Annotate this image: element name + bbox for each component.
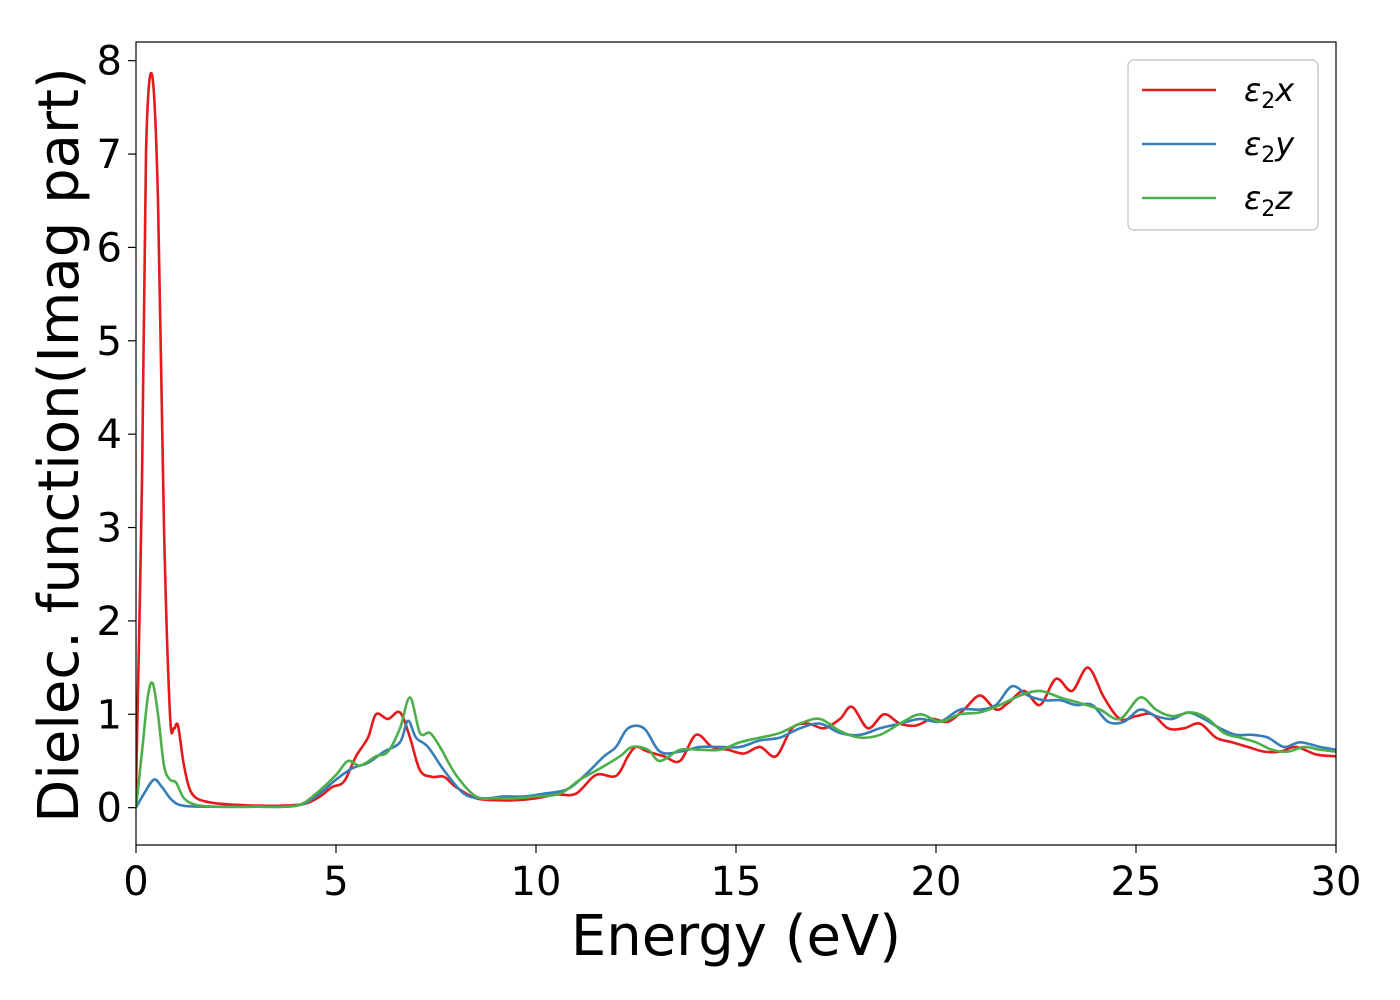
legend-item-y: ε2y (1142, 125, 1295, 168)
series-line-y (136, 684, 1336, 809)
legend: ε2x ε2y ε2z (1127, 59, 1319, 231)
y-tick-label: 7 (97, 132, 122, 178)
legend-box (1127, 59, 1319, 231)
legend-entries: ε2x ε2y ε2z (1142, 71, 1295, 222)
legend-item-x: ε2x (1142, 71, 1295, 114)
x-tick-label: 25 (1111, 859, 1162, 905)
legend-item-z: ε2z (1142, 179, 1293, 222)
y-ticks: 0 1 2 3 4 5 6 7 8 (97, 39, 136, 832)
y-tick-label: 4 (97, 412, 122, 458)
y-tick-label: 6 (97, 225, 122, 271)
x-tick-label: 0 (123, 859, 148, 905)
x-ticks: 0 5 10 15 20 25 30 (123, 845, 1361, 905)
x-tick-label: 5 (323, 859, 348, 905)
legend-label: ε2x (1244, 71, 1295, 114)
y-tick-label: 0 (97, 786, 122, 832)
x-tick-label: 15 (711, 859, 762, 905)
x-tick-label: 10 (511, 859, 562, 905)
y-tick-label: 1 (97, 692, 122, 738)
x-tick-label: 30 (1311, 859, 1362, 905)
legend-label: ε2z (1244, 179, 1293, 222)
x-axis-title: Energy (eV) (571, 904, 901, 969)
x-tick-label: 20 (911, 859, 962, 905)
y-axis-title: Dielec. function(Imag part) (27, 67, 92, 823)
legend-label: ε2y (1244, 125, 1295, 168)
y-tick-label: 8 (97, 39, 122, 85)
y-tick-label: 2 (97, 599, 122, 645)
series-line-z (136, 681, 1336, 809)
y-tick-label: 5 (97, 319, 122, 365)
series-layer (136, 71, 1336, 809)
y-tick-label: 3 (97, 506, 122, 552)
